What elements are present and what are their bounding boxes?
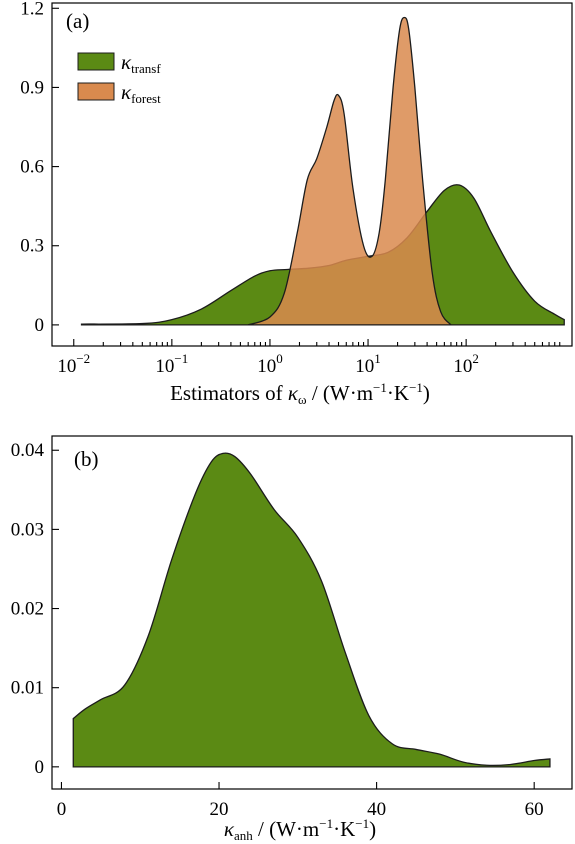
y-tick-label: 0.03 [11, 519, 44, 540]
legend-label-transf: κtransf [121, 50, 161, 76]
panel-b-frame [51, 435, 573, 790]
series-area-a-forest [247, 16, 453, 326]
x-tick-label: 0 [57, 799, 67, 820]
x-tick-label: 60 [525, 799, 544, 820]
x-tick-label: 40 [367, 799, 386, 820]
y-tick-label: 0.01 [11, 678, 44, 699]
panel-a-plot-area [80, 16, 565, 326]
y-tick-label: 0 [35, 757, 45, 778]
legend-label-forest: κforest [121, 80, 161, 106]
legend: κtransf κforest [77, 50, 161, 106]
x-tick-label: 102 [453, 351, 479, 377]
panel-b-ticks: 0 0.01 0.02 0.03 0.04 0 20 40 60 [11, 440, 544, 820]
panel-a-frame [51, 2, 573, 347]
x-tick-label: 100 [257, 351, 283, 377]
y-tick-label: 0.6 [20, 157, 44, 178]
x-tick-label: 10−2 [57, 351, 90, 377]
panel-a-ticks: 0 0.3 0.6 0.9 1.2 10−2 10−1 100 101 102 [20, 0, 561, 377]
legend-swatch-forest [77, 82, 115, 101]
chart-panel-b: 0 0.01 0.02 0.03 0.04 0 20 40 60 (b) κanh / (W·m… [11, 435, 573, 843]
panel-b-tag: (b) [74, 447, 99, 471]
y-tick-label: 0.3 [20, 236, 44, 257]
legend-swatch-transf [77, 52, 115, 71]
x-tick-label: 101 [355, 351, 381, 377]
y-tick-label: 0.04 [11, 440, 45, 461]
panel-b-x-axis-label: κanh / (W·m−1·K−1) [224, 816, 376, 843]
y-tick-label: 0.9 [20, 77, 44, 98]
chart-panel-a: 0 0.3 0.6 0.9 1.2 10−2 10−1 100 101 102 (a) κtran… [20, 0, 573, 407]
y-tick-label: 0 [35, 315, 45, 336]
y-tick-label: 0.02 [11, 599, 44, 620]
series-area-b-transf [72, 452, 551, 768]
panel-a-tag: (a) [66, 9, 89, 33]
x-tick-label: 20 [210, 799, 229, 820]
y-tick-label: 1.2 [20, 0, 44, 19]
panel-b-plot-area [72, 452, 551, 768]
x-tick-label: 10−1 [155, 351, 188, 377]
series-area-a-transf [80, 184, 565, 326]
panel-a-x-axis-label: Estimators of κω / (W·m−1·K−1) [170, 380, 430, 407]
